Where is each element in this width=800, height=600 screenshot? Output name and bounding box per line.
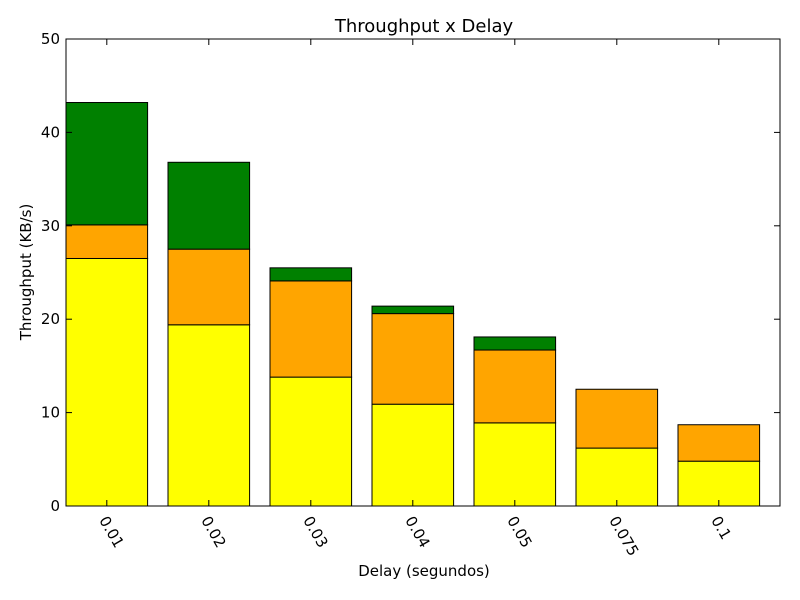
bar-0.01-segment-3 xyxy=(65,102,149,226)
bar-0.01-segment-2 xyxy=(65,224,149,259)
plot-frame xyxy=(65,38,781,507)
x-tick-label: 0.04 xyxy=(401,513,433,551)
y-tick-label: 50 xyxy=(41,30,60,48)
bar-0.01-segment-1 xyxy=(65,257,149,507)
bar-0.1-segment-1 xyxy=(677,460,761,507)
bar-0.075-segment-1 xyxy=(575,447,659,507)
y-axis: 0 10 20 30 40 50 xyxy=(41,30,780,515)
bar-0.03-segment-3 xyxy=(269,267,353,282)
bar-0.03-segment-2 xyxy=(269,280,353,378)
bar-0.02-segment-1 xyxy=(167,324,251,507)
bar-0.02-segment-3 xyxy=(167,161,251,250)
bar-0.02-segment-2 xyxy=(167,248,251,326)
x-tick-label: 0.075 xyxy=(605,513,642,559)
bar-0.04-segment-1 xyxy=(371,403,455,507)
bar-0.1-segment-2 xyxy=(677,424,761,462)
y-axis-label: Throughput (KB/s) xyxy=(17,204,35,342)
x-tick-label: 0.05 xyxy=(503,513,535,551)
x-tick-label: 0.02 xyxy=(197,513,229,551)
bar-0.075-segment-2 xyxy=(575,388,659,449)
x-tick-label: 0.01 xyxy=(95,513,127,551)
bar-0.05-segment-2 xyxy=(473,349,557,424)
x-tick-label: 0.03 xyxy=(299,513,331,551)
bar-0.05-segment-1 xyxy=(473,422,557,507)
y-tick-label: 40 xyxy=(41,123,60,141)
chart-title: Throughput x Delay xyxy=(334,16,514,37)
x-axis-label: Delay (segundos) xyxy=(358,562,490,580)
bar-0.05-segment-3 xyxy=(473,336,557,351)
y-tick-label: 10 xyxy=(41,404,60,422)
bars-layer xyxy=(65,102,761,507)
y-tick-label: 0 xyxy=(50,497,60,515)
y-tick-label: 20 xyxy=(41,310,60,328)
x-tick-label: 0.1 xyxy=(707,513,735,543)
y-tick-label: 30 xyxy=(41,217,60,235)
bar-0.04-segment-3 xyxy=(371,305,455,315)
bar-0.03-segment-1 xyxy=(269,376,353,507)
bar-0.04-segment-2 xyxy=(371,313,455,405)
